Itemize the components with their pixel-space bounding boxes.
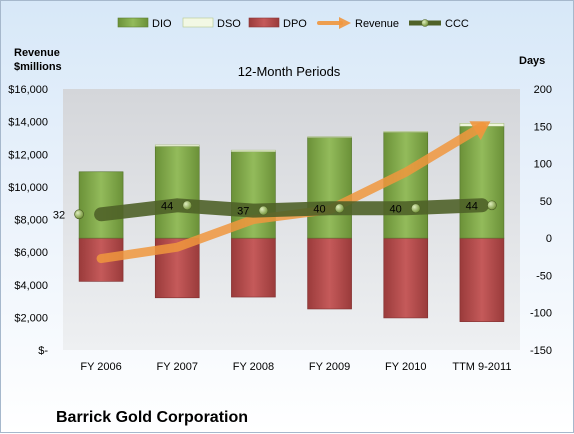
dio-bar	[459, 125, 505, 239]
right-tick-label: 150	[534, 121, 552, 133]
left-tick-label: $-	[38, 345, 48, 357]
dio-bar	[383, 131, 429, 239]
right-tick-label: 100	[534, 159, 552, 171]
left-tick-label: $16,000	[8, 84, 48, 96]
dio-bar	[154, 146, 200, 239]
legend-item-dio: DIO	[117, 17, 172, 30]
dpo-bar	[383, 237, 429, 319]
ccc-data-label: 40	[390, 203, 402, 215]
left-axis: $- $2,000 $4,000 $6,000 $8,000 $10,000 $12,000…	[8, 84, 48, 357]
ccc-point	[182, 200, 193, 211]
ccc-series: 32 44 37 40 40 44	[53, 198, 497, 222]
legend-label-dpo: DPO	[283, 18, 307, 30]
ccc-data-label: 44	[466, 200, 478, 212]
left-tick-label: $12,000	[8, 149, 48, 161]
right-axis-title: Days	[519, 55, 545, 67]
ccc-point	[487, 200, 497, 211]
x-axis: FY 2006 FY 2007 FY 2008 FY 2009 FY 2010 TTM 9…	[80, 361, 511, 373]
legend-item-revenue: Revenue	[317, 17, 399, 30]
left-tick-label: $10,000	[8, 182, 48, 194]
dso-bar	[307, 136, 352, 138]
left-tick-label: $6,000	[14, 247, 48, 259]
right-tick-label: -100	[530, 308, 552, 320]
dso-bar	[383, 131, 429, 133]
x-tick-label: FY 2010	[385, 361, 426, 373]
x-tick-label: FY 2006	[80, 361, 121, 373]
ccc-point	[74, 209, 84, 220]
left-tick-label: $14,000	[8, 117, 48, 129]
ccc-data-label: 44	[161, 200, 173, 212]
right-axis: -150 -100 -50 0 50 100 150 200	[530, 84, 552, 357]
left-axis-title-line2: $millions	[14, 61, 62, 73]
ccc-point	[258, 205, 269, 216]
right-tick-label: 0	[546, 233, 552, 245]
legend: DIO DSO DPO Revenue CCC	[117, 17, 469, 30]
legend-item-ccc: CCC	[409, 18, 469, 30]
company-name: Barrick Gold Corporation	[56, 409, 248, 426]
left-tick-label: $4,000	[14, 280, 48, 292]
left-axis-title-line1: Revenue	[14, 47, 60, 59]
x-tick-label: FY 2008	[233, 361, 274, 373]
left-tick-label: $2,000	[14, 312, 48, 324]
legend-label-revenue: Revenue	[355, 18, 399, 30]
ccc-data-label: 37	[237, 206, 249, 218]
left-tick-label: $8,000	[14, 215, 48, 227]
legend-label-dio: DIO	[152, 18, 172, 30]
dio-bar	[307, 137, 352, 239]
legend-label-dso: DSO	[217, 18, 241, 30]
plot-area	[63, 89, 520, 350]
legend-item-dpo: DPO	[248, 17, 307, 30]
ccc-point	[334, 203, 345, 214]
x-tick-label: TTM 9-2011	[452, 361, 511, 373]
dio-bar	[78, 171, 124, 239]
ccc-point	[410, 203, 421, 214]
ccc-data-label: 32	[53, 209, 65, 221]
dso-bar	[154, 144, 200, 147]
x-tick-label: FY 2009	[309, 361, 350, 373]
right-tick-label: -150	[530, 345, 552, 357]
right-tick-label: -50	[536, 270, 552, 282]
revenue-arrowhead	[469, 121, 491, 141]
dpo-bar	[231, 237, 276, 298]
x-tick-label: FY 2007	[157, 361, 198, 373]
dso-bar	[231, 149, 276, 152]
chart-subtitle: 12-Month Periods	[238, 64, 341, 79]
right-tick-label: 50	[540, 196, 552, 208]
dpo-bar	[307, 237, 352, 310]
right-tick-label: 200	[534, 84, 552, 96]
ccc-data-label: 40	[313, 203, 325, 215]
legend-item-dso: DSO	[182, 17, 241, 30]
legend-label-ccc: CCC	[445, 18, 469, 30]
dpo-bar	[459, 237, 505, 322]
ccc-line	[94, 198, 489, 222]
